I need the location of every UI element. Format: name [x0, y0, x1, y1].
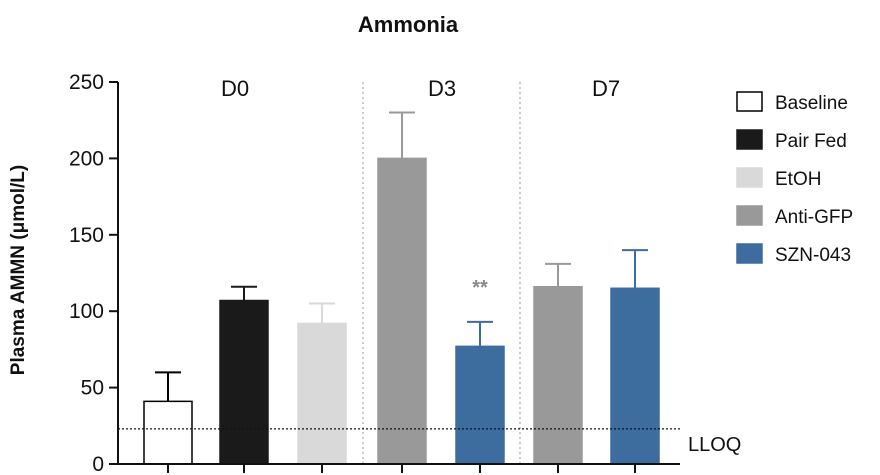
plot-area: D0 D3 D7 ** 0 50 100 150 200 250 LLOQ [69, 71, 741, 475]
legend-label-szn-043: SZN-043 [775, 245, 851, 266]
bar-d0-etoh [297, 322, 347, 465]
y-tick-label-150: 150 [69, 224, 104, 247]
legend: Baseline Pair Fed EtOH Anti-GFP SZN-043 [736, 91, 853, 266]
lloq-label: LLOQ [688, 434, 741, 456]
bar-d0-pair-fed [219, 299, 269, 465]
y-tick-label-100: 100 [69, 300, 104, 323]
y-tick-label-0: 0 [92, 453, 104, 475]
bar-d7-anti-gfp [533, 286, 583, 465]
legend-swatch-baseline [736, 91, 763, 112]
y-tick-label-50: 50 [81, 377, 104, 400]
legend-swatch-szn-043 [736, 243, 763, 264]
bar-d7-szn-043 [610, 287, 660, 465]
legend-label-baseline: Baseline [775, 93, 848, 114]
y-tick-label-250: 250 [69, 71, 104, 94]
group-label-d7: D7 [592, 76, 620, 101]
bar-d0-baseline [143, 400, 193, 465]
legend-label-etoh: EtOH [775, 169, 821, 190]
legend-swatch-etoh [736, 167, 763, 188]
legend-label-pair-fed: Pair Fed [775, 131, 847, 152]
bar-d3-anti-gfp [377, 157, 427, 465]
legend-label-anti-gfp: Anti-GFP [775, 207, 853, 228]
legend-swatch-pair-fed [736, 129, 763, 150]
y-tick-label-200: 200 [69, 147, 104, 170]
group-label-d3: D3 [428, 76, 456, 101]
legend-swatch-anti-gfp [736, 205, 763, 226]
bar-d3-szn-043 [455, 345, 505, 465]
y-axis-label: Plasma AMMN (μmol/L) [8, 165, 29, 375]
significance-marker-d3-szn-043: ** [472, 277, 488, 299]
chart-title: Ammonia [358, 12, 459, 37]
group-label-d0: D0 [221, 76, 249, 101]
